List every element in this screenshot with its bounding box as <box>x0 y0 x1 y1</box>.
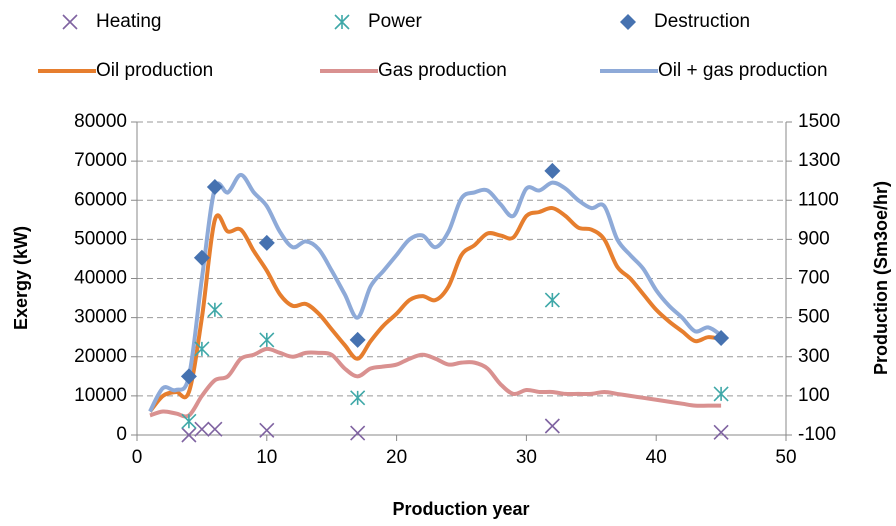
line <box>148 206 722 413</box>
x-axis-title: Production year <box>392 499 529 519</box>
y2-tick-label: 500 <box>798 307 830 328</box>
line <box>149 346 722 419</box>
scatter-point <box>207 421 223 437</box>
y-tick-label: 50000 <box>74 228 127 249</box>
y2-tick-label: 1100 <box>798 189 839 210</box>
scatter-point <box>350 390 366 406</box>
x-tick-label: 0 <box>132 447 143 468</box>
scatter-point <box>259 422 275 438</box>
scatter-point <box>193 249 210 266</box>
y2-tick-label: 700 <box>798 268 830 289</box>
legend-swatch <box>62 14 78 30</box>
scatter-point <box>259 332 275 348</box>
y-tick-label: 30000 <box>74 307 127 328</box>
scatter-point <box>544 162 561 179</box>
y-tick-label: 60000 <box>74 189 127 210</box>
scatter-point <box>194 341 210 357</box>
scatter-point <box>194 421 210 437</box>
y2-tick-label: 100 <box>798 385 830 406</box>
line <box>148 172 723 413</box>
y2-tick-label: 900 <box>798 228 830 249</box>
y-tick-label: 80000 <box>74 111 127 132</box>
y2-tick-label: 300 <box>798 346 830 367</box>
x-tick-label: 30 <box>516 447 537 468</box>
scatter-point <box>181 413 197 429</box>
y-tick-label: 0 <box>116 424 127 445</box>
x-tick-label: 50 <box>775 447 796 468</box>
legend-label: Oil production <box>96 60 213 81</box>
scatter-point <box>206 178 223 195</box>
scatter-point <box>713 424 729 440</box>
scatter-point <box>181 427 197 443</box>
scatter-point <box>349 331 366 348</box>
legend-swatch <box>334 14 350 30</box>
y2-tick-label: 1300 <box>798 150 840 171</box>
y2-tick-label: 1500 <box>798 111 840 132</box>
legend-label: Power <box>368 11 423 32</box>
x-tick-label: 40 <box>646 447 667 468</box>
x-tick-label: 10 <box>256 447 277 468</box>
legend-swatch <box>620 14 636 30</box>
scatter-point <box>544 292 560 308</box>
y-tick-label: 20000 <box>74 346 127 367</box>
legend-label: Destruction <box>654 11 750 32</box>
y2-axis-title: Production (Sm3oe/hr) <box>871 181 891 375</box>
scatter-point <box>544 418 560 434</box>
legend-label: Gas production <box>378 60 507 81</box>
y-tick-label: 70000 <box>74 150 127 171</box>
legend-label: Oil + gas production <box>658 60 828 81</box>
y2-tick-label: -100 <box>798 424 836 445</box>
x-tick-label: 20 <box>386 447 407 468</box>
y-axis-title: Exergy (kW) <box>11 226 31 330</box>
y-tick-label: 40000 <box>74 268 127 289</box>
scatter-point <box>350 425 366 441</box>
scatter-point <box>713 386 729 402</box>
scatter-point <box>713 329 730 346</box>
legend-label: Heating <box>96 11 162 32</box>
scatter-point <box>258 234 275 251</box>
scatter-point <box>180 368 197 385</box>
y-tick-label: 10000 <box>74 385 127 406</box>
scatter-point <box>207 302 223 318</box>
